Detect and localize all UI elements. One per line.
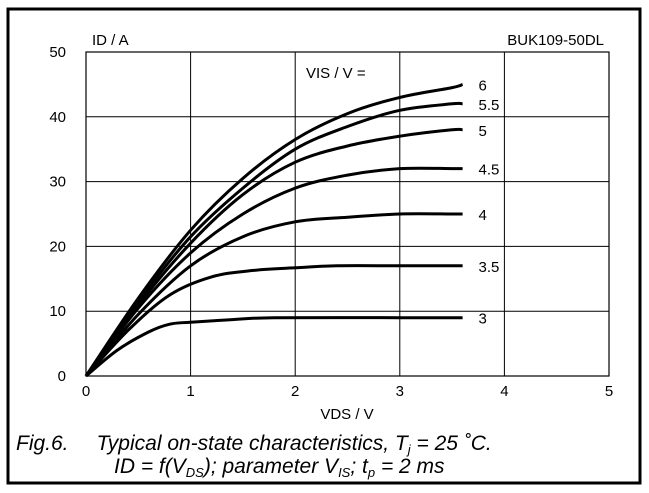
y-tick-label: 0 xyxy=(58,368,66,385)
series-label-5.5: 5.5 xyxy=(479,97,500,114)
x-tick-label: 0 xyxy=(82,383,90,400)
series-line-5 xyxy=(84,127,463,377)
caption-sub: DS xyxy=(185,465,204,480)
x-tick-label: 5 xyxy=(605,383,613,400)
series-labels: 6 5.5 5 4.5 4 3.5 3 xyxy=(479,77,500,327)
series-label-4.5: 4.5 xyxy=(479,162,500,179)
caption-temp: = 25 ˚C. xyxy=(410,432,492,455)
caption-line-1: Fig.6. Typical on-state characteristics, … xyxy=(16,432,641,457)
series-label-3.5: 3.5 xyxy=(479,259,500,276)
y-tick-label: 20 xyxy=(49,238,66,255)
outer-border xyxy=(6,7,642,485)
series-line-4.5 xyxy=(84,166,463,377)
caption-part: = 2 ms xyxy=(375,455,445,478)
x-tick-label: 3 xyxy=(396,383,404,400)
series-label-5: 5 xyxy=(479,123,487,140)
caption-part: ); parameter V xyxy=(203,455,339,478)
series-lines xyxy=(84,82,464,378)
series-line-6 xyxy=(84,82,464,377)
caption-sub: p xyxy=(367,465,376,480)
series-line-4 xyxy=(84,212,463,377)
x-tick-label: 1 xyxy=(186,383,194,400)
caption-text: Typical on-state characteristics, T xyxy=(96,432,408,455)
grid xyxy=(86,52,609,376)
caption-part: ; t xyxy=(350,455,368,478)
series-label-4: 4 xyxy=(479,207,487,224)
series-label-6: 6 xyxy=(479,77,487,94)
y-tick-label: 10 xyxy=(49,303,66,320)
caption-part: ID = f(V xyxy=(114,455,186,478)
series-line-3.5 xyxy=(84,264,463,378)
part-number: BUK109-50DL xyxy=(507,32,604,49)
caption-sub: IS xyxy=(338,465,351,480)
series-line-5.5 xyxy=(84,101,463,377)
caption-sub-j: j xyxy=(407,442,411,457)
x-tick-label: 2 xyxy=(291,383,299,400)
fig-label: Fig.6. xyxy=(16,432,69,455)
y-tick-label: 40 xyxy=(49,109,66,126)
x-axis-label: VDS / V xyxy=(320,406,373,423)
y-tick-label: 50 xyxy=(49,44,66,61)
x-tick-label: 4 xyxy=(500,383,508,400)
caption-line-2: ID = f(VDS); parameter VIS; tp = 2 ms xyxy=(114,455,649,480)
series-label-3: 3 xyxy=(479,311,487,328)
y-axis-label: ID / A xyxy=(92,32,129,49)
y-tick-label: 30 xyxy=(49,174,66,191)
series-line-3 xyxy=(85,316,463,378)
plot-area xyxy=(85,51,610,377)
legend-title: VIS / V = xyxy=(306,65,366,82)
